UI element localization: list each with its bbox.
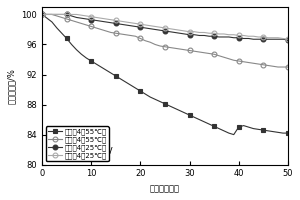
X-axis label: 循环回数／次: 循环回数／次 — [150, 184, 180, 193]
实施关4（55℃） — [286, 66, 290, 68]
实施关4（25℃） — [217, 33, 221, 35]
实施关4（55℃） — [119, 33, 122, 35]
参照关4（25℃） — [114, 22, 118, 25]
实施关4（25℃） — [40, 13, 44, 16]
参照关4（55℃） — [232, 133, 236, 136]
参照关4（25℃） — [217, 36, 221, 38]
实施关4（25℃） — [286, 38, 290, 40]
参照关4（55℃） — [281, 132, 285, 134]
实施关4（55℃） — [114, 32, 118, 34]
参照关4（55℃） — [40, 13, 44, 16]
实施关4（55℃） — [217, 55, 221, 57]
参照关4（55℃） — [119, 78, 122, 80]
参照关4（25℃） — [202, 34, 206, 37]
Text: 1C，2.75~4.3V: 1C，2.75~4.3V — [52, 146, 112, 155]
Line: 实施关4（55℃）: 实施关4（55℃） — [40, 12, 290, 69]
参照关4（25℃） — [281, 38, 285, 40]
参照关4（55℃） — [94, 63, 98, 65]
参照关4（55℃） — [286, 132, 290, 134]
参照关4（55℃） — [217, 127, 221, 130]
参照关4（25℃） — [119, 23, 122, 25]
实施关4（55℃） — [276, 66, 280, 68]
Line: 实施关4（25℃）: 实施关4（25℃） — [40, 12, 290, 42]
参照关4（25℃） — [40, 13, 44, 16]
Line: 参照关4（55℃）: 参照关4（55℃） — [40, 12, 290, 137]
实施关4（25℃） — [94, 16, 98, 19]
Line: 参照关4（25℃）: 参照关4（25℃） — [40, 12, 290, 42]
实施关4（55℃） — [94, 27, 98, 29]
实施关4（55℃） — [281, 66, 285, 68]
实施关4（25℃） — [119, 20, 122, 22]
实施关4（25℃） — [202, 31, 206, 34]
Y-axis label: 容量保持率/%: 容量保持率/% — [7, 68, 16, 104]
实施关4（55℃） — [202, 52, 206, 54]
实施关4（55℃） — [40, 13, 44, 16]
参照关4（55℃） — [114, 75, 118, 77]
Legend: 参照关4（55℃）, 实施关4（55℃）, 参照关4（25℃）, 实施关4（25℃）: 参照关4（55℃）, 实施关4（55℃）, 参照关4（25℃）, 实施关4（25… — [46, 126, 109, 161]
参照关4（25℃） — [286, 39, 290, 41]
实施关4（25℃） — [281, 37, 285, 40]
参照关4（55℃） — [202, 121, 206, 123]
参照关4（25℃） — [94, 19, 98, 22]
实施关4（25℃） — [114, 19, 118, 22]
